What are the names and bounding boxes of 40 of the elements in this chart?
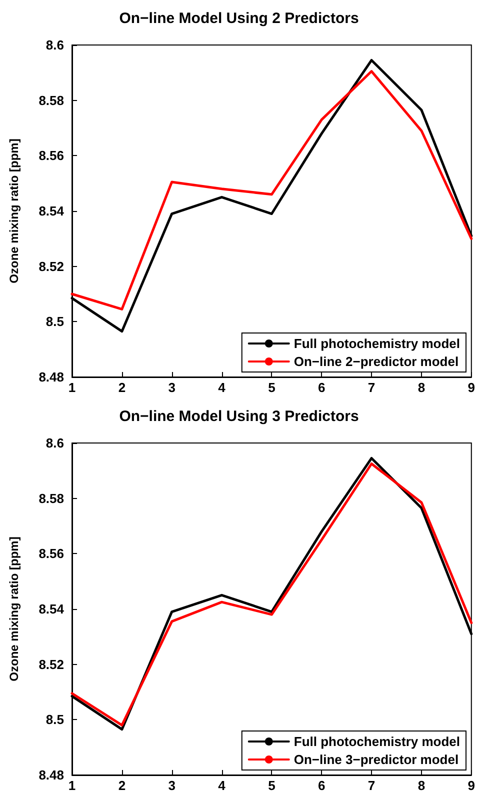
y-tick-label: 8.58 — [38, 490, 64, 506]
x-tick-label: 9 — [468, 380, 475, 395]
x-tick-label: 3 — [168, 778, 176, 793]
x-tick-label: 6 — [318, 380, 326, 395]
x-tick-label: 8 — [418, 380, 426, 395]
y-tick-label: 8.5 — [46, 712, 64, 728]
legend-label: On−line 2−predictor model — [294, 354, 459, 369]
y-tick-label: 8.48 — [38, 370, 64, 384]
chart-title: On−line Model Using 3 Predictors — [119, 408, 359, 425]
y-tick-label: 8.56 — [38, 148, 64, 164]
x-tick-label: 9 — [468, 778, 475, 793]
y-tick-label: 8.54 — [38, 204, 65, 218]
x-tick-label: 2 — [118, 778, 126, 793]
x-tick-label: 7 — [368, 778, 376, 793]
y-tick-label: 8.52 — [38, 258, 64, 274]
x-tick-label: 4 — [218, 778, 226, 793]
x-tick-label: 2 — [118, 380, 126, 395]
x-tick-label: 6 — [318, 778, 326, 793]
y-axis-title: Ozone mixing ratio [ppm] — [7, 138, 21, 284]
x-tick-label: 7 — [368, 380, 376, 395]
legend-label: Full photochemistry model — [294, 734, 460, 749]
y-tick-label: 8.54 — [38, 602, 65, 616]
y-tick-label: 8.6 — [46, 38, 64, 52]
x-tick-label: 4 — [218, 380, 226, 395]
legend-label: On−line 3−predictor model — [294, 752, 459, 767]
x-tick-label: 1 — [68, 778, 76, 793]
x-tick-label: 3 — [168, 380, 176, 395]
x-tick-label: 8 — [418, 778, 426, 793]
y-tick-label: 8.5 — [46, 314, 64, 330]
y-tick-label: 8.56 — [38, 546, 64, 562]
y-tick-label: 8.58 — [38, 92, 64, 108]
x-tick-label: 5 — [268, 380, 276, 395]
y-tick-label: 8.6 — [46, 436, 64, 450]
y-axis-title: Ozone mixing ratio [ppm] — [7, 536, 21, 682]
x-tick-label: 1 — [68, 380, 76, 395]
x-tick-label: 5 — [268, 778, 276, 793]
legend-label: Full photochemistry model — [294, 336, 460, 351]
y-tick-label: 8.48 — [38, 768, 64, 782]
chart-title: On−line Model Using 2 Predictors — [119, 10, 359, 27]
y-tick-label: 8.52 — [38, 656, 64, 672]
